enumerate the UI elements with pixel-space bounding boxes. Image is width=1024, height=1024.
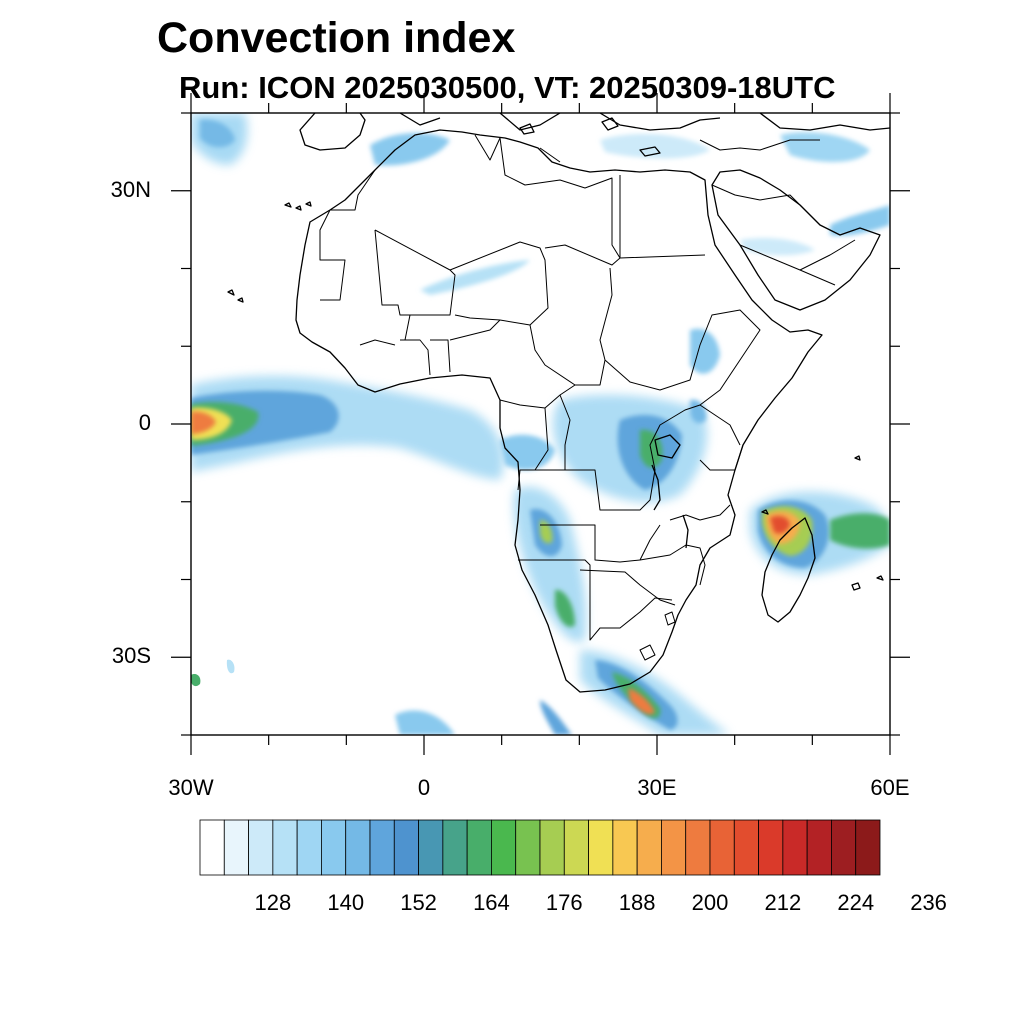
colorbar-swatch [418, 819, 444, 876]
arabia-coastline [711, 169, 881, 311]
country-borders [319, 134, 856, 661]
colorbar-label: 236 [910, 890, 947, 915]
colorbar-swatch [515, 819, 541, 876]
colorbar-swatch [199, 819, 225, 876]
colorbar-label: 164 [473, 890, 510, 915]
comoros [761, 509, 769, 515]
cape-verde [227, 289, 244, 303]
mediterranean-islands [519, 117, 661, 157]
africa-coastline [295, 129, 823, 693]
convection-itcz-band [191, 375, 504, 480]
colorbar-label: 188 [618, 890, 656, 915]
y-tick-label: 30N [110, 176, 151, 202]
colorbar-label: 140 [327, 890, 365, 915]
canary-islands [284, 201, 312, 211]
colorbar-swatch [321, 819, 347, 876]
colorbar [199, 819, 881, 876]
mascarene-islands [851, 575, 884, 591]
colorbar-swatch [588, 819, 614, 876]
colorbar-swatch [248, 819, 274, 876]
colorbar-label: 224 [837, 890, 875, 915]
colorbar-label: 176 [545, 890, 583, 915]
colorbar-swatch [612, 819, 638, 876]
colorbar-swatch [345, 819, 371, 876]
colorbar-label: 212 [764, 890, 802, 915]
colorbar-swatch [563, 819, 589, 876]
colorbar-label: 200 [691, 890, 729, 915]
convection-field [191, 113, 890, 735]
map-title: Convection index [157, 14, 516, 62]
colorbar-label: 128 [254, 890, 292, 915]
x-tick-label: 30E [637, 775, 677, 800]
y-tick-label: 30S [111, 643, 151, 669]
colorbar-swatch [296, 819, 322, 876]
colorbar-swatch [709, 819, 735, 876]
x-tick-label: 30W [168, 775, 214, 800]
seychelles [854, 455, 861, 461]
x-tick-label: 0 [417, 775, 431, 800]
colorbar-swatch [539, 819, 565, 876]
colorbar-swatch [369, 819, 395, 876]
lake-malawi [682, 514, 689, 549]
axis-ticks [171, 93, 910, 755]
convection-madagascar-cyclone [750, 491, 890, 575]
colorbar-label: 152 [400, 890, 437, 915]
colorbar-swatch [661, 819, 687, 876]
colorbar-swatch [636, 819, 662, 876]
convection-south-africa [540, 650, 730, 735]
colorbar-swatch [855, 819, 881, 876]
colorbar-swatch [393, 819, 419, 876]
convection-northern-areas [191, 113, 890, 735]
x-tick-label: 60E [870, 775, 910, 800]
madagascar-coastline [761, 517, 816, 623]
map-subtitle: Run: ICON 2025030500, VT: 20250309-18UTC [179, 70, 836, 105]
colorbar-swatch [806, 819, 832, 876]
y-tick-label: 0 [138, 410, 151, 435]
colorbar-swatch [758, 819, 784, 876]
lake-victoria [654, 434, 681, 459]
convection-central-africa [500, 328, 720, 503]
convection-southwest-africa [513, 486, 587, 642]
colorbar-swatch [733, 819, 759, 876]
europe-coastline [399, 113, 890, 131]
colorbar-swatch [831, 819, 857, 876]
colorbar-swatch [223, 819, 249, 876]
colorbar-swatch [466, 819, 492, 876]
iberia-coastline [299, 113, 366, 151]
coastline-layer [227, 113, 890, 693]
colorbar-swatch [782, 819, 808, 876]
colorbar-swatch [491, 819, 517, 876]
colorbar-swatch [272, 819, 298, 876]
colorbar-swatch [442, 819, 468, 876]
colorbar-swatch [685, 819, 711, 876]
